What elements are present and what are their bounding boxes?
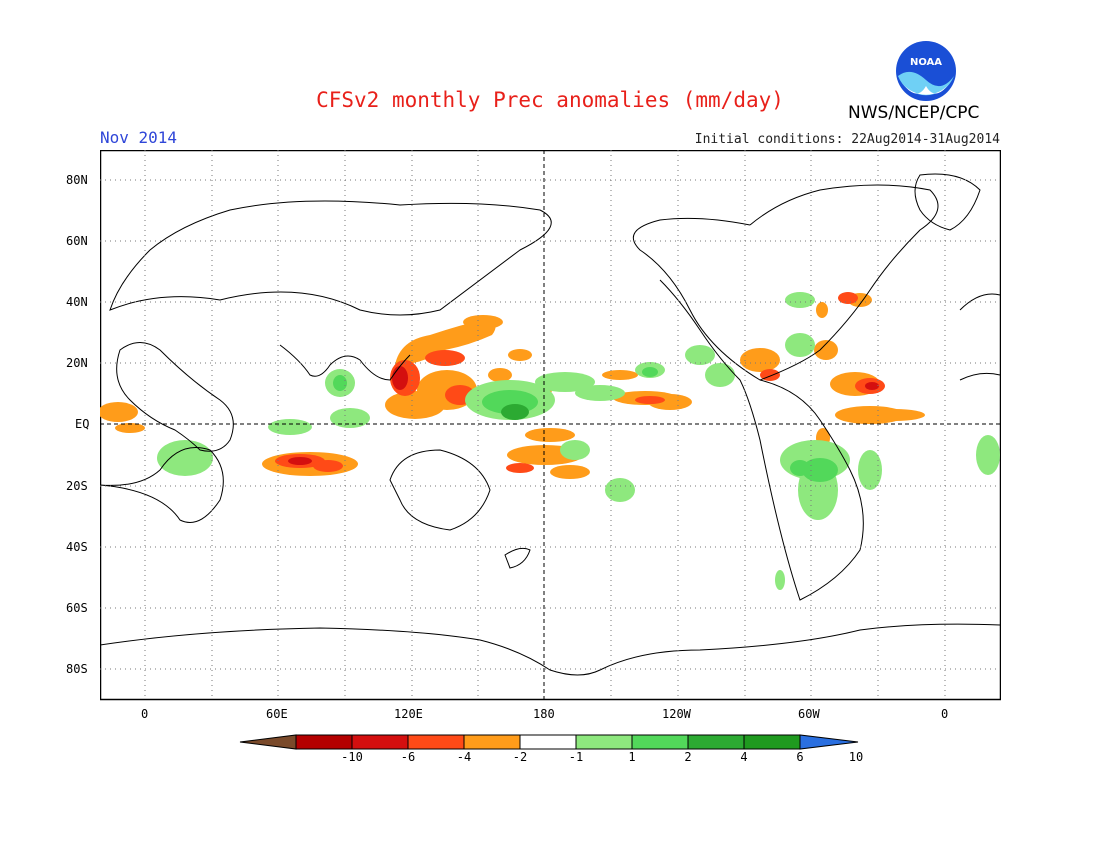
coastlines: [100, 173, 1001, 676]
colorbar-label: -6: [400, 750, 416, 764]
agency-label: NWS/NCEP/CPC: [848, 103, 980, 123]
colorbar-label: -1: [568, 750, 584, 764]
colorbar-cell: [295, 734, 353, 750]
lat-label: 80N: [66, 173, 88, 187]
lat-label: 40N: [66, 295, 88, 309]
colorbar-label: -10: [341, 750, 363, 764]
lat-label: 60S: [66, 601, 88, 615]
colorbar-cell: [519, 734, 577, 750]
colorbar-cell: [575, 734, 633, 750]
lat-label: 60N: [66, 234, 88, 248]
lat-label: 20S: [66, 479, 88, 493]
lat-label: 80S: [66, 662, 88, 676]
colorbar-cell: [799, 734, 859, 750]
lon-label: 0: [941, 707, 949, 721]
colorbar: [239, 734, 859, 750]
colorbar-cell: [463, 734, 521, 750]
colorbar-label: -4: [456, 750, 472, 764]
reference-lines: [100, 150, 1000, 700]
lon-label: 60W: [798, 707, 820, 721]
colorbar-cell: [631, 734, 689, 750]
colorbar-cell: [351, 734, 409, 750]
colorbar-label: 6: [796, 750, 804, 764]
colorbar-label: 1: [628, 750, 636, 764]
colorbar-cell: [743, 734, 801, 750]
forecast-month: Nov 2014: [100, 128, 178, 147]
lon-label: 120W: [662, 707, 691, 721]
lon-label: 180: [533, 707, 555, 721]
lat-label: 40S: [66, 540, 88, 554]
colorbar-label: 4: [740, 750, 748, 764]
initial-conditions: Initial conditions: 22Aug2014-31Aug2014: [694, 132, 1000, 147]
colorbar-cell: [239, 734, 297, 750]
noaa-logo-icon: NOAA: [896, 41, 956, 101]
colorbar-cell: [687, 734, 745, 750]
map-title: CFSv2 monthly Prec anomalies (mm/day): [316, 88, 784, 112]
graticule: [100, 150, 1000, 700]
lon-label: 120E: [394, 707, 423, 721]
anomaly-shading: [100, 292, 1000, 590]
lon-label: 0: [141, 707, 149, 721]
precip-anomaly-map: [100, 150, 1001, 701]
colorbar-label: 2: [684, 750, 692, 764]
lon-label: 60E: [266, 707, 288, 721]
logo-text: NOAA: [910, 57, 942, 68]
lat-label: EQ: [75, 417, 90, 431]
colorbar-label: -2: [512, 750, 528, 764]
colorbar-label: 10: [848, 750, 864, 764]
colorbar-cell: [407, 734, 465, 750]
lat-label: 20N: [66, 356, 88, 370]
